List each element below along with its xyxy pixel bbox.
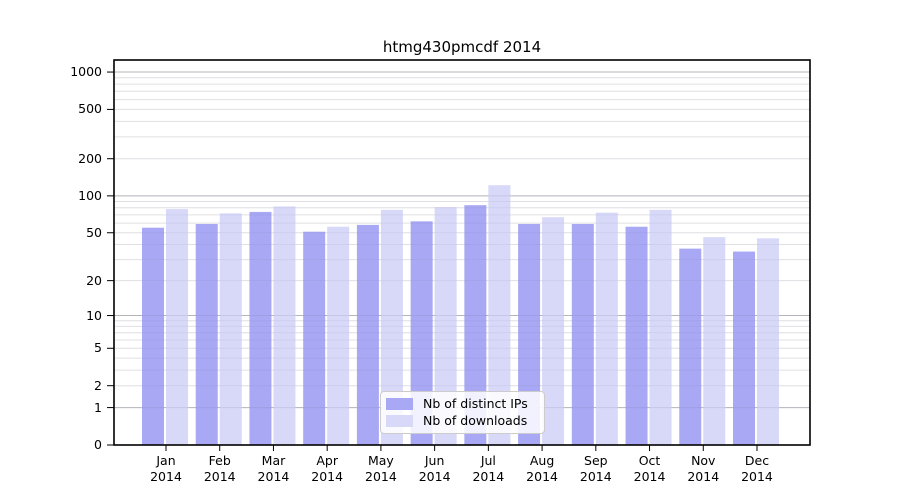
bar-downloads-sep (595, 212, 618, 445)
bar-downloads-nov (703, 237, 726, 445)
x-tick-label: Jan 2014 (150, 453, 182, 484)
x-tick-label: Apr 2014 (311, 453, 344, 484)
bar-downloads-oct (649, 209, 672, 445)
bar-distinct-ips-dec (732, 251, 755, 445)
bar-distinct-ips-jan (142, 227, 164, 445)
bar-distinct-ips-nov (679, 248, 702, 445)
bar-distinct-ips-jun (410, 221, 433, 445)
x-tick-label: Sep 2014 (579, 453, 612, 484)
x-tick-label: Aug 2014 (526, 453, 558, 484)
y-tick-label: 5 (94, 340, 102, 356)
bar-downloads-dec (756, 238, 779, 445)
bar-downloads-apr (327, 226, 350, 445)
x-tick-label: Mar 2014 (257, 453, 290, 484)
y-tick-label: 0 (94, 437, 102, 452)
legend: Nb of distinct IPs Nb of downloads (380, 391, 545, 434)
bar-distinct-ips-aug (518, 223, 541, 445)
legend-label-distinct-ips: Nb of distinct IPs (423, 396, 528, 411)
legend-row-distinct-ips: Nb of distinct IPs (386, 397, 536, 411)
y-tick-label: 1 (94, 399, 102, 415)
legend-swatch-downloads (386, 415, 413, 427)
x-tick-label: Jul 2014 (472, 453, 505, 484)
y-tick-label: 10 (86, 307, 102, 323)
y-tick-label: 500 (78, 101, 102, 117)
bar-distinct-ips-sep (571, 223, 594, 445)
legend-row-downloads: Nb of downloads (386, 414, 536, 428)
y-tick-label: 200 (78, 150, 102, 166)
x-tick-label: Oct 2014 (633, 453, 666, 484)
bar-downloads-jul (488, 185, 511, 445)
plot-border (113, 59, 811, 446)
legend-swatch-distinct-ips (386, 398, 413, 410)
x-tick-label: Dec 2014 (741, 453, 773, 484)
bar-distinct-ips-apr (303, 231, 326, 445)
x-tick-label: May 2014 (365, 453, 397, 484)
y-tick-label: 100 (78, 187, 102, 203)
bar-distinct-ips-may (356, 224, 379, 445)
chart-title: htmg430pmcdf 2014 (382, 38, 542, 56)
y-tick-label: 50 (86, 224, 102, 240)
bar-distinct-ips-jul (464, 205, 487, 445)
bar-downloads-jan (166, 209, 188, 445)
bar-downloads-mar (273, 206, 296, 445)
x-tick-label: Jun 2014 (418, 453, 451, 484)
x-tick-label: Nov 2014 (687, 453, 720, 484)
bar-downloads-feb (219, 213, 242, 445)
bar-distinct-ips-oct (625, 226, 648, 445)
bar-distinct-ips-feb (195, 223, 218, 445)
legend-label-downloads: Nb of downloads (423, 413, 528, 428)
y-tick-label: 1000 (70, 64, 102, 80)
x-tick-label: Feb 2014 (203, 453, 236, 484)
bar-downloads-jun (434, 207, 457, 445)
bar-distinct-ips-mar (249, 211, 272, 445)
bar-downloads-may (380, 209, 403, 445)
y-tick-label: 2 (94, 377, 102, 393)
y-tick-label: 20 (86, 272, 102, 288)
bar-downloads-aug (542, 217, 565, 445)
